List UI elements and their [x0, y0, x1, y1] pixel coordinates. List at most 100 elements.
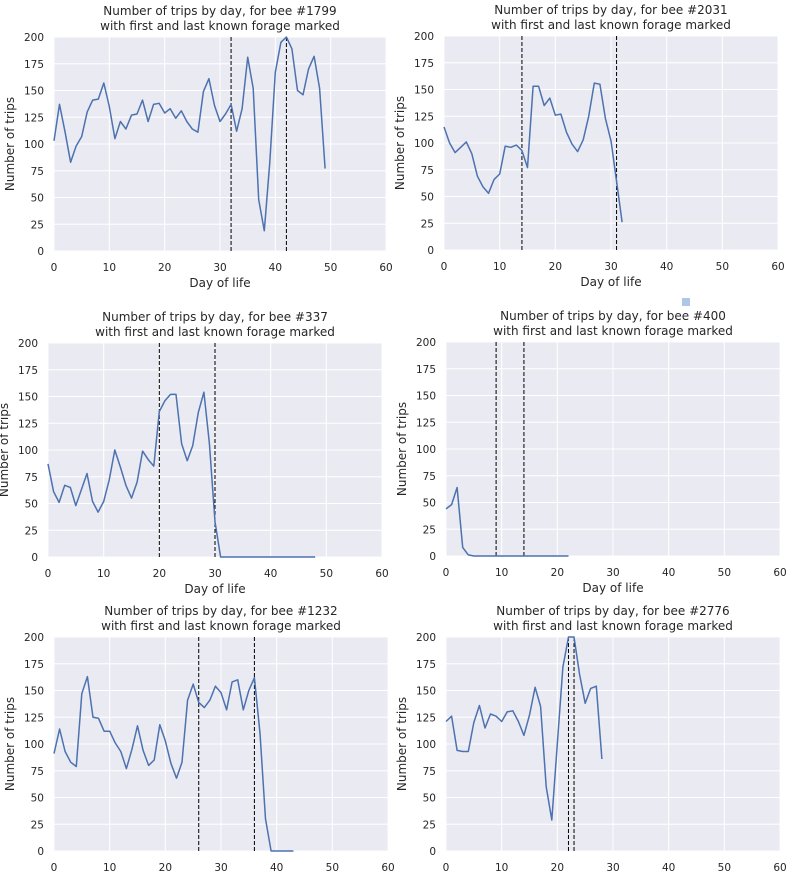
x-tick-label: 50 — [326, 862, 339, 874]
y-tick-label: 125 — [416, 417, 436, 429]
y-tick-label: 25 — [25, 525, 38, 537]
chart-title-line: with first and last known forage marked — [100, 19, 340, 33]
legend-square — [682, 298, 690, 306]
chart-1: 0 25 50 75 100 125 150 175 200 0 10 20 30 40 50 60 Numbe… — [3, 4, 393, 290]
x-tick-label: 40 — [662, 862, 675, 874]
x-axis-label: Day of life — [582, 581, 643, 595]
y-tick-label: 0 — [37, 846, 44, 858]
y-tick-label: 0 — [429, 846, 436, 858]
chart-2: 0 25 50 75 100 125 150 175 200 0 10 20 30 40 50 60 Numbe… — [393, 3, 785, 289]
chart-title-line: Number of trips by day, for bee #1799 — [103, 4, 336, 18]
chart-4: 0 25 50 75 100 125 150 175 200 0 10 20 30 40 50 60 Numbe… — [395, 309, 787, 595]
y-tick-label: 50 — [31, 193, 44, 205]
x-tick-label: 40 — [269, 262, 282, 274]
chart-title-line: with first and last known forage marked — [493, 619, 733, 633]
x-tick-label: 20 — [158, 262, 171, 274]
series-line — [53, 36, 326, 232]
chart-title: Number of trips by day, for bee #1232 wit… — [101, 604, 341, 633]
chart-title: Number of trips by day, for bee #2031 wit… — [491, 3, 731, 32]
x-tick-label: 60 — [773, 862, 786, 874]
chart-title: Number of trips by day, for bee #400 with… — [493, 309, 733, 338]
x-tick-label: 0 — [443, 862, 450, 874]
y-tick-label: 150 — [414, 85, 434, 97]
x-tick-label: 10 — [495, 567, 508, 579]
x-tick-label: 20 — [549, 261, 562, 273]
chart-title-line: with first and last known forage marked — [101, 619, 341, 633]
y-tick-label: 175 — [24, 59, 44, 71]
x-tick-label: 30 — [606, 862, 619, 874]
x-tick-label: 50 — [716, 261, 729, 273]
x-tick-label: 50 — [324, 262, 337, 274]
x-tick-label: 10 — [103, 262, 116, 274]
x-tick-label: 10 — [103, 862, 116, 874]
y-tick-label: 175 — [24, 659, 44, 671]
y-axis-label: Number of trips — [3, 697, 17, 791]
y-tick-label: 175 — [18, 365, 38, 377]
x-tick-label: 10 — [493, 261, 506, 273]
x-tick-label: 40 — [270, 862, 283, 874]
y-axis-label: Number of trips — [395, 697, 409, 791]
y-tick-label: 150 — [18, 392, 38, 404]
x-tick-label: 60 — [771, 261, 784, 273]
x-tick-label: 0 — [443, 567, 450, 579]
chart-title-line: with first and last known forage marked — [491, 18, 731, 32]
y-tick-label: 25 — [423, 819, 436, 831]
y-tick-label: 175 — [416, 364, 436, 376]
y-tick-label: 200 — [416, 632, 436, 644]
y-tick-label: 100 — [416, 444, 436, 456]
x-axis-label: Day of life — [184, 582, 245, 596]
y-tick-label: 75 — [421, 165, 434, 177]
chart-title-line: Number of trips by day, for bee #2776 — [496, 604, 729, 618]
x-tick-label: 40 — [660, 261, 673, 273]
y-tick-label: 200 — [414, 31, 434, 43]
x-tick-label: 30 — [604, 261, 617, 273]
x-tick-label: 40 — [662, 567, 675, 579]
y-tick-label: 50 — [423, 793, 436, 805]
y-tick-label: 0 — [427, 245, 434, 257]
y-tick-label: 150 — [24, 86, 44, 98]
y-tick-label: 125 — [18, 418, 38, 430]
x-tick-label: 60 — [375, 568, 388, 580]
y-tick-label: 150 — [416, 686, 436, 698]
x-tick-label: 10 — [495, 862, 508, 874]
x-tick-label: 20 — [153, 568, 166, 580]
x-tick-label: 0 — [45, 568, 52, 580]
x-tick-label: 40 — [264, 568, 277, 580]
x-tick-label: 10 — [97, 568, 110, 580]
chart-title: Number of trips by day, for bee #2776 wit… — [493, 604, 733, 633]
y-tick-label: 25 — [31, 219, 44, 231]
x-tick-label: 20 — [551, 862, 564, 874]
y-tick-label: 125 — [24, 712, 44, 724]
x-axis-label: Day of life — [189, 276, 250, 290]
x-tick-label: 0 — [51, 262, 58, 274]
y-tick-label: 200 — [18, 338, 38, 350]
y-tick-label: 100 — [414, 138, 434, 150]
x-tick-label: 50 — [320, 568, 333, 580]
chart-title-line: with first and last known forage marked — [493, 324, 733, 338]
x-tick-label: 50 — [718, 862, 731, 874]
y-tick-label: 100 — [24, 139, 44, 151]
series-line — [47, 391, 316, 558]
x-tick-label: 30 — [606, 567, 619, 579]
x-axis-label: Day of life — [580, 275, 641, 289]
y-tick-label: 125 — [416, 712, 436, 724]
y-tick-label: 25 — [421, 218, 434, 230]
y-tick-label: 50 — [25, 499, 38, 511]
series-line — [443, 82, 623, 223]
chart-5: 0 25 50 75 100 125 150 175 200 0 10 20 30 40 50 60 Numbe… — [3, 604, 395, 874]
y-tick-label: 150 — [416, 391, 436, 403]
x-tick-label: 0 — [51, 862, 58, 874]
y-tick-label: 0 — [31, 552, 38, 564]
y-axis-label: Number of trips — [395, 402, 409, 496]
x-tick-label: 60 — [773, 567, 786, 579]
y-axis-label: Number of trips — [0, 403, 11, 497]
x-tick-label: 20 — [551, 567, 564, 579]
chart-title-line: with first and last known forage marked — [95, 325, 335, 339]
y-tick-label: 125 — [24, 112, 44, 124]
x-tick-label: 50 — [718, 567, 731, 579]
x-tick-label: 30 — [208, 568, 221, 580]
x-tick-label: 20 — [159, 862, 172, 874]
chart-6: 0 25 50 75 100 125 150 175 200 0 10 20 30 40 50 60 Numbe… — [395, 604, 787, 874]
y-tick-label: 75 — [423, 766, 436, 778]
chart-title-line: Number of trips by day, for bee #1232 — [104, 604, 337, 618]
